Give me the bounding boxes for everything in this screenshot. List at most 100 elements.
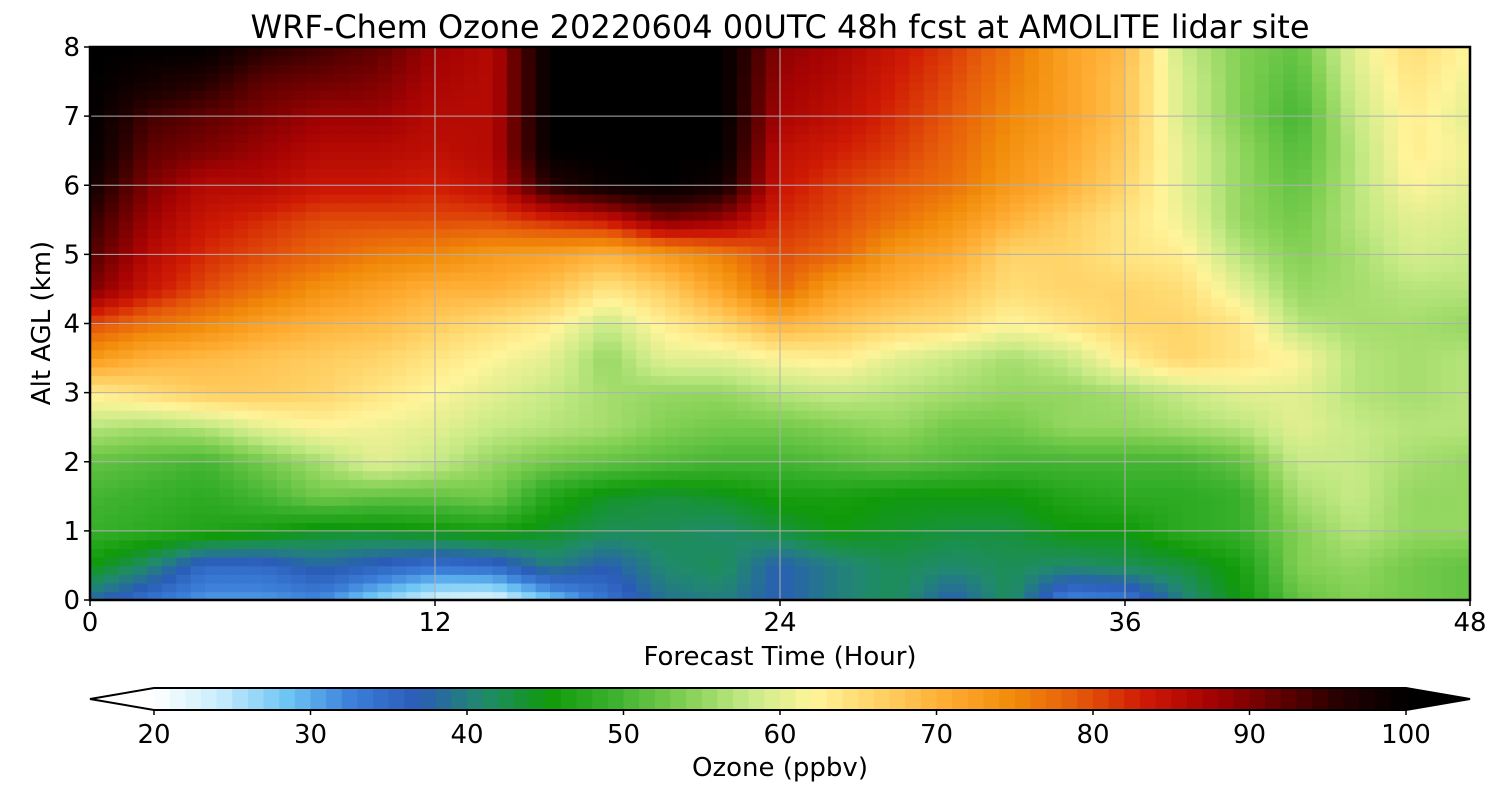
heatmap-cell: [851, 504, 868, 515]
heatmap-cell: [478, 366, 494, 377]
heatmap-cell: [147, 254, 163, 264]
heatmap-cell: [1110, 297, 1126, 308]
heatmap-cell: [104, 487, 120, 498]
heatmap-cell: [621, 522, 638, 532]
heatmap-cell: [205, 556, 221, 567]
heatmap-cell: [593, 504, 609, 515]
heatmap-cell: [276, 193, 293, 204]
heatmap-cell: [348, 504, 364, 515]
heatmap-cell: [1067, 565, 1083, 575]
heatmap-cell: [1240, 435, 1256, 446]
heatmap-cell: [205, 167, 221, 178]
heatmap-cell: [1081, 280, 1098, 290]
heatmap-cell: [1383, 366, 1399, 377]
heatmap-cell: [435, 565, 451, 575]
heatmap-cell: [550, 280, 566, 290]
heatmap-cell: [90, 479, 106, 489]
heatmap-cell: [837, 254, 853, 264]
heatmap-cell: [1168, 314, 1184, 325]
heatmap-cell: [1441, 513, 1457, 524]
heatmap-cell: [363, 435, 379, 446]
heatmap-cell: [679, 444, 695, 454]
heatmap-cell: [866, 487, 882, 498]
heatmap-cell: [938, 582, 954, 593]
heatmap-cell: [435, 314, 451, 325]
heatmap-cell: [1369, 383, 1385, 394]
heatmap-cell: [794, 297, 810, 308]
heatmap-cell: [693, 358, 709, 368]
heatmap-cell: [880, 150, 896, 161]
heatmap-cell: [995, 193, 1011, 204]
heatmap-cell: [1455, 470, 1470, 480]
heatmap-cell: [1010, 487, 1026, 498]
heatmap-cell: [1182, 176, 1198, 187]
heatmap-cell: [1311, 237, 1328, 247]
heatmap-cell: [593, 288, 609, 299]
heatmap-cell: [837, 297, 853, 308]
heatmap-cell: [90, 565, 106, 575]
heatmap-cell: [262, 211, 278, 221]
heatmap-cell: [1426, 263, 1443, 273]
heatmap-cell: [1096, 470, 1112, 480]
heatmap-cell: [1168, 228, 1184, 238]
heatmap-cell: [535, 245, 551, 256]
heatmap-cell: [1326, 582, 1342, 593]
heatmap-cell: [435, 461, 451, 472]
heatmap-cell: [233, 358, 249, 368]
heatmap-cell: [248, 375, 264, 385]
heatmap-cell: [363, 159, 379, 169]
heatmap-cell: [1053, 280, 1069, 290]
heatmap-cell: [837, 539, 853, 549]
heatmap-cell: [1268, 565, 1284, 575]
heatmap-cell: [1010, 556, 1026, 567]
heatmap-cell: [334, 565, 350, 575]
heatmap-cell: [909, 427, 925, 437]
heatmap-cell: [578, 306, 594, 316]
heatmap-cell: [895, 539, 911, 549]
heatmap-cell: [478, 323, 494, 333]
heatmap-cell: [1168, 245, 1184, 256]
heatmap-cell: [435, 254, 451, 264]
heatmap-cell: [1053, 349, 1069, 359]
heatmap-cell: [478, 427, 494, 437]
heatmap-cell: [1383, 565, 1399, 575]
heatmap-cell: [104, 297, 120, 308]
heatmap-cell: [176, 565, 192, 575]
heatmap-cell: [550, 202, 566, 212]
heatmap-cell: [1110, 418, 1126, 428]
heatmap-cell: [205, 444, 221, 454]
heatmap-cell: [1355, 427, 1371, 437]
heatmap-cell: [679, 219, 695, 230]
heatmap-cell: [550, 574, 566, 584]
heatmap-cell: [406, 487, 422, 498]
heatmap-cell: [219, 314, 235, 325]
heatmap-cell: [880, 383, 896, 394]
heatmap-cell: [535, 582, 551, 593]
heatmap-cell: [837, 565, 853, 575]
heatmap-cell: [320, 280, 336, 290]
heatmap-cell: [1398, 193, 1414, 204]
heatmap-cell: [650, 530, 666, 541]
heatmap-cell: [406, 150, 422, 161]
heatmap-cell: [1369, 167, 1385, 178]
heatmap-cell: [219, 401, 235, 411]
heatmap-cell: [607, 193, 623, 204]
heatmap-cell: [665, 435, 681, 446]
heatmap-cell: [966, 150, 983, 161]
heatmap-cell: [995, 504, 1011, 515]
heatmap-cell: [1225, 383, 1241, 394]
heatmap-cell: [1268, 340, 1284, 351]
heatmap-cell: [262, 271, 278, 282]
heatmap-cell: [1110, 409, 1126, 420]
heatmap-cell: [1340, 479, 1356, 489]
heatmap-cell: [1240, 461, 1256, 472]
heatmap-cell: [1211, 409, 1227, 420]
heatmap-cell: [1168, 496, 1184, 506]
heatmap-cell: [966, 522, 983, 532]
heatmap-cell: [1340, 150, 1356, 161]
heatmap-cell: [1326, 530, 1342, 541]
heatmap-cell: [909, 435, 925, 446]
heatmap-cell: [291, 185, 307, 195]
heatmap-cell: [1340, 314, 1356, 325]
heatmap-cell: [478, 375, 494, 385]
